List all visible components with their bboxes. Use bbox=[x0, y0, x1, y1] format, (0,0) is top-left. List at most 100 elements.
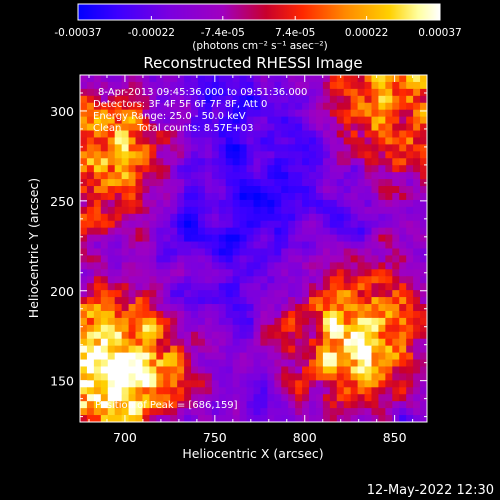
image-pixel bbox=[197, 192, 206, 201]
image-pixel bbox=[392, 88, 400, 97]
image-pixel bbox=[329, 234, 338, 243]
image-pixel bbox=[343, 172, 352, 180]
image-pixel bbox=[184, 304, 192, 312]
image-pixel bbox=[399, 81, 407, 90]
image-pixel bbox=[385, 179, 393, 187]
image-pixel bbox=[336, 95, 345, 104]
image-pixel bbox=[128, 283, 137, 291]
image-pixel bbox=[211, 158, 220, 166]
image-pixel bbox=[184, 199, 192, 208]
image-pixel bbox=[135, 158, 144, 166]
image-pixel bbox=[177, 269, 185, 277]
image-pixel bbox=[281, 394, 289, 402]
image-pixel bbox=[135, 338, 144, 347]
image-pixel bbox=[399, 248, 407, 257]
image-pixel bbox=[364, 95, 373, 104]
image-pixel bbox=[239, 88, 248, 97]
image-pixel bbox=[86, 165, 95, 173]
image-pixel bbox=[246, 262, 255, 270]
image-pixel bbox=[149, 352, 157, 361]
image-pixel bbox=[322, 359, 331, 368]
image-pixel bbox=[288, 317, 296, 326]
image-pixel bbox=[142, 75, 150, 83]
image-pixel bbox=[343, 81, 352, 90]
image-pixel bbox=[357, 165, 366, 173]
image-pixel bbox=[399, 234, 407, 243]
image-pixel bbox=[413, 248, 421, 257]
image-pixel bbox=[329, 283, 338, 291]
image-pixel bbox=[246, 366, 255, 375]
image-pixel bbox=[121, 95, 130, 104]
image-pixel bbox=[163, 304, 171, 312]
image-pixel bbox=[100, 220, 109, 229]
image-pixel bbox=[128, 373, 137, 381]
image-pixel bbox=[218, 130, 227, 139]
image-pixel bbox=[399, 415, 407, 422]
image-pixel bbox=[288, 380, 296, 388]
image-pixel bbox=[399, 297, 407, 305]
image-pixel bbox=[309, 359, 317, 368]
image-pixel bbox=[343, 220, 352, 229]
image-pixel bbox=[322, 415, 331, 422]
image-pixel bbox=[191, 172, 199, 180]
image-pixel bbox=[392, 192, 400, 201]
image-pixel bbox=[211, 317, 220, 326]
image-pixel bbox=[177, 95, 185, 104]
image-pixel bbox=[288, 304, 296, 312]
image-pixel bbox=[281, 255, 289, 263]
image-pixel bbox=[288, 241, 296, 250]
image-pixel bbox=[128, 290, 137, 298]
image-pixel bbox=[197, 262, 206, 270]
image-pixel bbox=[225, 380, 234, 388]
image-pixel bbox=[281, 102, 289, 111]
image-pixel bbox=[406, 241, 414, 250]
image-pixel bbox=[267, 179, 275, 187]
image-pixel bbox=[86, 387, 95, 395]
image-pixel bbox=[107, 359, 116, 368]
image-pixel bbox=[232, 179, 241, 187]
image-pixel bbox=[364, 366, 373, 375]
image-pixel bbox=[364, 324, 373, 333]
image-pixel bbox=[246, 116, 255, 125]
image-pixel bbox=[378, 248, 386, 257]
image-pixel bbox=[329, 116, 338, 125]
image-pixel bbox=[329, 366, 338, 375]
image-pixel bbox=[364, 255, 373, 263]
image-pixel bbox=[163, 269, 171, 277]
image-pixel bbox=[399, 317, 407, 326]
image-pixel bbox=[378, 387, 386, 395]
image-pixel bbox=[163, 137, 171, 145]
image-pixel bbox=[135, 366, 144, 375]
image-pixel bbox=[364, 290, 373, 298]
image-pixel bbox=[322, 290, 331, 298]
image-pixel bbox=[260, 394, 268, 402]
image-pixel bbox=[288, 75, 296, 83]
image-pixel bbox=[309, 401, 317, 409]
image-pixel bbox=[371, 324, 380, 333]
image-pixel bbox=[392, 227, 400, 236]
image-pixel bbox=[197, 75, 206, 83]
image-pixel bbox=[385, 130, 393, 139]
image-pixel bbox=[163, 234, 171, 243]
image-pixel bbox=[197, 199, 206, 208]
image-pixel bbox=[197, 373, 206, 381]
image-pixel bbox=[156, 151, 164, 159]
image-pixel bbox=[149, 172, 157, 180]
image-pixel bbox=[329, 75, 338, 83]
image-pixel bbox=[225, 75, 234, 83]
image-pixel bbox=[253, 297, 262, 305]
image-pixel bbox=[295, 283, 303, 291]
image-pixel bbox=[420, 234, 427, 243]
image-pixel bbox=[350, 290, 359, 298]
image-pixel bbox=[267, 380, 275, 388]
image-pixel bbox=[86, 137, 95, 145]
image-pixel bbox=[204, 283, 213, 291]
image-pixel bbox=[350, 276, 359, 284]
image-pixel bbox=[288, 234, 296, 243]
image-pixel bbox=[315, 234, 324, 243]
image-pixel bbox=[191, 130, 199, 139]
image-pixel bbox=[371, 234, 380, 243]
image-pixel bbox=[267, 172, 275, 180]
image-pixel bbox=[350, 192, 359, 201]
image-pixel bbox=[274, 206, 282, 215]
